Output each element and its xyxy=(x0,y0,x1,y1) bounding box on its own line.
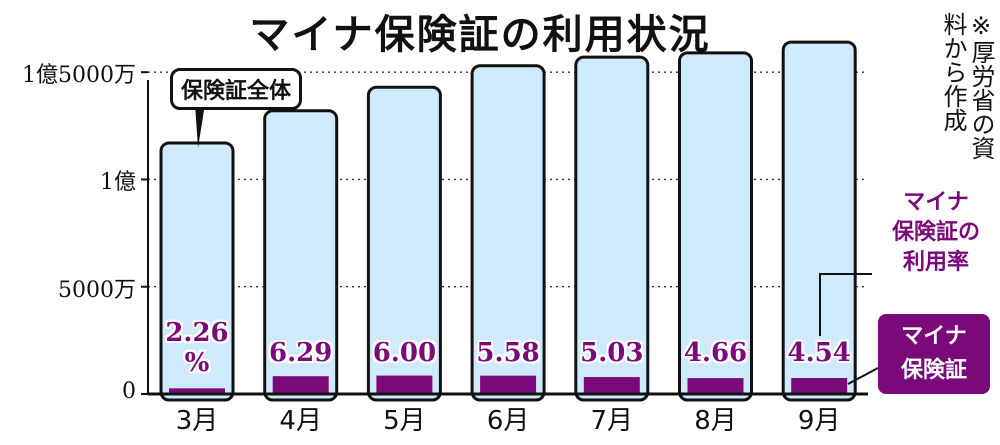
x-tick-label: 7月 xyxy=(590,406,634,436)
rate-legend: マイナ 保険証の 利用率 xyxy=(872,188,1000,278)
rate-label: 5.58 xyxy=(476,338,540,368)
x-tick-label: 8月 xyxy=(694,406,737,436)
rate-label: 5.03 xyxy=(580,338,644,368)
callout-pointer xyxy=(195,104,205,148)
card-legend-line: 保険証 xyxy=(900,358,967,383)
mynumber-bar xyxy=(376,375,433,394)
total-bar xyxy=(574,55,650,402)
x-tick-label: 3月 xyxy=(175,406,219,436)
card-legend-line: マイナ xyxy=(901,324,967,349)
x-tick-label: 6月 xyxy=(486,406,530,436)
x-tick-label: 4月 xyxy=(279,406,322,436)
total-bar xyxy=(470,64,546,402)
x-tick-label: 9月 xyxy=(797,406,841,436)
y-tick-label: 1億5000万 xyxy=(22,63,136,89)
rate-label: 4.54 xyxy=(787,338,851,368)
card-leader-line xyxy=(847,367,879,385)
rate-legend-line: 保険証の xyxy=(891,220,980,245)
rate-legend-line: 利用率 xyxy=(902,250,969,275)
rate-label: 2.26 % xyxy=(165,318,229,378)
total-bar xyxy=(781,40,857,402)
y-tick-label: 1億 xyxy=(100,170,136,196)
mynumber-bar xyxy=(272,376,329,394)
mynumber-bar xyxy=(687,378,744,394)
mynumber-card-legend: マイナ 保険証 xyxy=(878,314,990,394)
x-tick-label: 5月 xyxy=(383,406,426,436)
rate-label: 4.66 xyxy=(683,338,748,368)
y-tick-label: 0 xyxy=(122,379,136,404)
total-callout-label: 保険証全体 xyxy=(170,68,303,110)
rate-label: 6.00 xyxy=(372,338,437,368)
source-note: ※厚労省の資料から作成 xyxy=(939,12,995,160)
total-bar xyxy=(159,141,235,402)
rate-label: 6.29 xyxy=(269,338,333,368)
y-tick-label: 5000万 xyxy=(58,277,136,303)
total-bar xyxy=(678,51,753,402)
rate-leader-line xyxy=(819,273,872,336)
mynumber-bar xyxy=(169,388,225,394)
mynumber-bar xyxy=(583,377,640,394)
rate-legend-line: マイナ xyxy=(903,190,969,215)
chart-title: マイナ保険証の利用状況 xyxy=(249,12,711,58)
mynumber-bar xyxy=(791,378,848,394)
mynumber-bar xyxy=(480,375,537,394)
total-bar xyxy=(263,109,339,402)
total-bar xyxy=(366,85,442,402)
